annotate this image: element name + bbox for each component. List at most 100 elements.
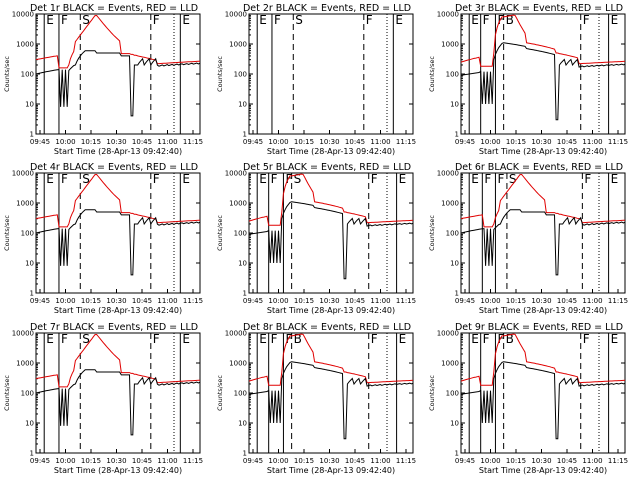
event-marker-label: F <box>61 332 68 346</box>
x-tick-label: 10:30 <box>106 457 126 465</box>
series-line-events <box>35 369 201 436</box>
y-tick-label: 100 <box>234 390 247 398</box>
event-marker-label: E <box>259 13 267 27</box>
event-marker-label: F <box>153 13 160 27</box>
x-tick-label: 10:45 <box>345 138 365 146</box>
chart-title: Det 9r BLACK = Events, RED = LLD <box>455 322 623 333</box>
y-tick-label: 10 <box>238 260 247 268</box>
event-marker-label: E <box>46 332 54 346</box>
y-tick-label: 1 <box>30 450 34 458</box>
y-tick-label: 1 <box>243 131 247 139</box>
series-line-lld <box>248 333 414 386</box>
x-tick-label: 09:45 <box>30 297 50 305</box>
event-marker-label: E <box>471 332 479 346</box>
x-tick-label: 11:15 <box>608 457 628 465</box>
x-tick-label: 10:15 <box>294 457 314 465</box>
y-tick-label: 10 <box>238 420 247 428</box>
series-line-lld <box>35 14 201 69</box>
event-marker-label: E <box>399 172 407 186</box>
series-line-lld <box>460 173 626 228</box>
y-tick-label: 100 <box>21 71 34 79</box>
plot-frame <box>248 172 414 294</box>
series-line-lld <box>35 173 201 228</box>
x-tick-label: 11:00 <box>582 297 602 305</box>
x-axis-label: Start Time (28-Apr-13 09:42:40) <box>267 466 395 475</box>
y-axis-label: Counts/sec <box>428 375 436 411</box>
event-marker-label: F <box>153 332 160 346</box>
x-tick-label: 10:45 <box>132 297 152 305</box>
y-tick-label: 10000 <box>225 11 247 19</box>
x-tick-label: 10:15 <box>81 138 101 146</box>
event-marker-label: E <box>46 172 54 186</box>
x-tick-label: 11:15 <box>608 297 628 305</box>
x-tick-label: 09:45 <box>455 297 475 305</box>
y-tick-label: 1000 <box>229 360 247 368</box>
x-tick-label: 11:00 <box>370 138 390 146</box>
event-marker-label: E <box>46 13 54 27</box>
event-marker-label: S <box>509 172 517 186</box>
x-tick-label: 11:00 <box>157 297 177 305</box>
plot-frame <box>248 13 414 135</box>
event-marker-label: F <box>371 332 378 346</box>
x-tick-label: 10:15 <box>506 297 526 305</box>
y-tick-label: 10 <box>238 101 247 109</box>
event-marker-label: F <box>497 172 504 186</box>
x-tick-label: 10:45 <box>557 457 577 465</box>
y-tick-label: 1 <box>455 450 459 458</box>
y-tick-label: 1000 <box>229 200 247 208</box>
x-tick-label: 11:15 <box>183 457 203 465</box>
event-marker-label: F <box>497 13 504 27</box>
x-tick-label: 10:30 <box>106 138 126 146</box>
x-axis-label: Start Time (28-Apr-13 09:42:40) <box>267 306 395 315</box>
y-tick-label: 100 <box>234 71 247 79</box>
event-marker-label: E <box>395 13 403 27</box>
x-tick-label: 11:15 <box>608 138 628 146</box>
series-line-lld <box>460 333 626 386</box>
chart-title: Det 3r BLACK = Events, RED = LLD <box>455 3 623 14</box>
y-tick-label: 100 <box>446 390 459 398</box>
x-tick-label: 11:00 <box>582 457 602 465</box>
x-tick-label: 10:00 <box>268 457 288 465</box>
y-tick-label: 10 <box>25 101 34 109</box>
x-tick-label: 10:15 <box>506 138 526 146</box>
x-axis-label: Start Time (28-Apr-13 09:42:40) <box>54 306 182 315</box>
x-tick-label: 09:45 <box>455 457 475 465</box>
x-tick-label: 10:30 <box>531 297 551 305</box>
x-tick-label: 10:30 <box>531 138 551 146</box>
y-axis-label: Counts/sec <box>3 375 11 411</box>
chart-panel: Det 3r BLACK = Events, RED = LLD 1 10 100 10… <box>428 3 628 156</box>
event-marker-label: S <box>82 172 90 186</box>
chart-panel: Det 6r BLACK = Events, RED = LLD 1 10 100 10… <box>428 162 628 315</box>
y-tick-label: 100 <box>21 390 34 398</box>
y-tick-label: 10 <box>25 260 34 268</box>
event-marker-label: F <box>583 13 590 27</box>
x-tick-label: 10:00 <box>268 138 288 146</box>
x-tick-label: 11:00 <box>157 138 177 146</box>
y-axis-label: Counts/sec <box>428 215 436 251</box>
y-tick-label: 10000 <box>12 330 34 338</box>
plot-frame <box>460 172 626 294</box>
event-marker-label: E <box>611 332 619 346</box>
y-tick-label: 1000 <box>16 200 34 208</box>
y-tick-label: 1 <box>243 450 247 458</box>
x-tick-label: 11:15 <box>183 297 203 305</box>
event-marker-label: E <box>399 332 407 346</box>
event-marker-label: F <box>61 13 68 27</box>
y-tick-label: 1 <box>243 290 247 298</box>
chart-panel: Det 9r BLACK = Events, RED = LLD 1 10 100 10… <box>428 322 628 475</box>
event-marker-label: E <box>259 332 267 346</box>
chart-panel: Det 2r BLACK = Events, RED = LLD 1 10 100 10… <box>216 3 416 156</box>
x-tick-label: 10:15 <box>81 457 101 465</box>
y-tick-label: 10 <box>450 101 459 109</box>
event-marker-label: F <box>285 172 292 186</box>
x-tick-label: 09:45 <box>243 297 263 305</box>
plot-frame <box>460 332 626 454</box>
y-tick-label: 1 <box>30 131 34 139</box>
event-marker-label: F <box>285 332 292 346</box>
x-tick-label: 10:30 <box>531 457 551 465</box>
chart-title: Det 1r BLACK = Events, RED = LLD <box>30 3 198 14</box>
series-line-events <box>460 42 626 121</box>
y-axis-label: Counts/sec <box>3 56 11 92</box>
event-marker-label: F <box>483 332 490 346</box>
